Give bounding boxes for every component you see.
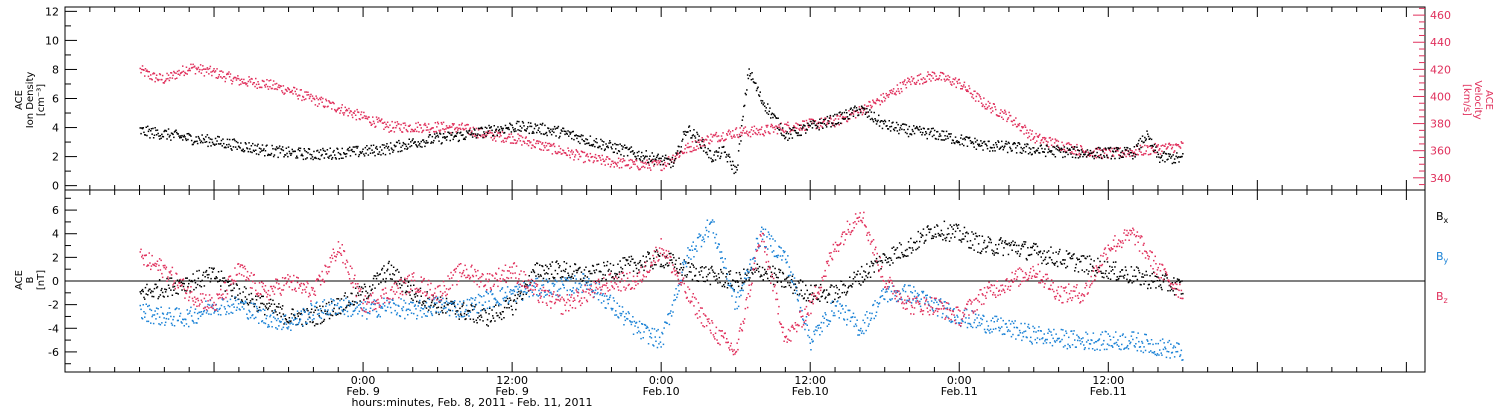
- x-tick-time-label: 0:00: [947, 374, 972, 387]
- top-left-ylabel-line: [cm⁻³]: [36, 84, 47, 116]
- bottom-tick-label: 0: [52, 275, 59, 288]
- top-left-tick-label: 8: [52, 63, 59, 76]
- x-tick-date-label: Feb. 9: [346, 385, 379, 398]
- top-left-tick-label: 2: [52, 151, 59, 164]
- x-tick-date-label: Feb. 9: [495, 385, 528, 398]
- top-right-tick-label: 380: [1430, 118, 1451, 131]
- density-series-points: [139, 68, 1184, 175]
- bottom-tick-label: -2: [48, 299, 59, 312]
- bfield-legend: Bx By Bz: [1436, 210, 1449, 305]
- x-tick-time-label: 0:00: [351, 374, 376, 387]
- top-right-ylabel-line: Velocity: [1472, 80, 1483, 119]
- bottom-ylabel-line: ACE: [14, 270, 25, 290]
- legend-entry-bz: Bz: [1436, 290, 1448, 305]
- x-tick-date-label: Feb.10: [643, 385, 680, 398]
- top-left-tick-label: 4: [52, 122, 59, 135]
- top-right-ylabel-line: [km/s]: [1461, 84, 1472, 116]
- bottom-left-ticks: -6 -4 -2 0 2 4 6: [48, 197, 77, 365]
- top-right-ticks: 340 360 380 400 420 440 460: [1413, 7, 1451, 186]
- bottom-tick-label: 2: [52, 251, 59, 264]
- top-left-tick-label: 0: [52, 180, 59, 193]
- bottom-ylabel: ACE B [nT]: [14, 270, 47, 290]
- bottom-ylabel-line: B: [25, 276, 36, 283]
- top-left-ylabel: ACE Ion Density [cm⁻³]: [14, 72, 47, 129]
- top-right-tick-label: 440: [1430, 36, 1451, 49]
- bottom-tick-label: -6: [48, 346, 59, 359]
- bx-series-points: [139, 220, 1184, 327]
- top-right-tick-label: 360: [1430, 145, 1451, 158]
- legend-entry-bx: Bx: [1436, 210, 1449, 225]
- top-left-tick-label: 12: [45, 5, 59, 18]
- bz-series-points: [139, 211, 1184, 356]
- top-left-tick-label: 6: [52, 93, 59, 106]
- top-right-tick-label: 400: [1430, 90, 1451, 103]
- top-left-ticks: 0 2 4 6 8 10 12: [45, 5, 77, 193]
- x-tick-date-label: Feb.10: [792, 385, 829, 398]
- velocity-series-points: [139, 63, 1184, 172]
- bottom-tick-label: 4: [52, 228, 59, 241]
- bottom-tick-label: 6: [52, 204, 59, 217]
- x-tick-date-label: Feb.11: [941, 385, 978, 398]
- top-left-ylabel-line: Ion Density: [25, 72, 36, 129]
- legend-entry-by: By: [1436, 250, 1449, 265]
- top-right-tick-label: 460: [1430, 9, 1451, 22]
- top-plot-frame: [64, 6, 1426, 191]
- x-tick-date-label: Feb.11: [1090, 385, 1127, 398]
- top-right-tick-label: 420: [1430, 63, 1451, 76]
- x-tick-time-label: 0:00: [649, 374, 674, 387]
- top-left-tick-label: 10: [45, 34, 59, 47]
- x-tick-time-label: 12:00: [794, 374, 826, 387]
- x-axis-label: hours:minutes, Feb. 8, 2011 - Feb. 11, 2…: [351, 396, 592, 409]
- top-left-ylabel-line: ACE: [14, 90, 25, 110]
- top-right-tick-label: 340: [1430, 172, 1451, 185]
- top-right-ylabel-line: ACE: [1483, 90, 1494, 110]
- x-tick-time-label: 12:00: [1092, 374, 1124, 387]
- bottom-tick-label: -4: [48, 322, 59, 335]
- bottom-panel: -6 -4 -2 0 2 4 6 ACE B [nT] Bx By Bz: [14, 189, 1449, 373]
- by-series-points: [139, 219, 1184, 361]
- bottom-ylabel-line: [nT]: [36, 270, 47, 290]
- x-tick-time-label: 12:00: [496, 374, 528, 387]
